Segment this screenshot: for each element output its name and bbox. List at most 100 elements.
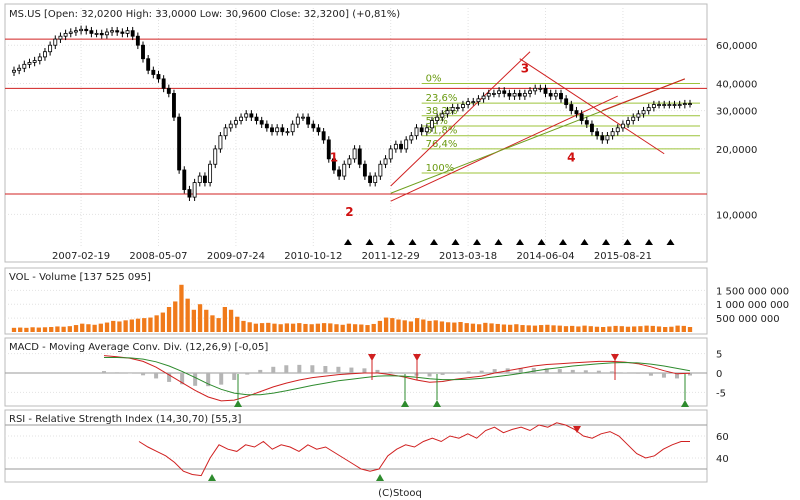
candle-body [450, 107, 455, 112]
price-y-tick-label: 40,0000 [716, 79, 757, 90]
volume-bar [42, 327, 48, 332]
macd-sell-marker [611, 354, 619, 361]
candle-body [326, 139, 331, 160]
candle-body [182, 169, 187, 190]
volume-bar [557, 325, 562, 332]
macd-histogram-bar [557, 369, 562, 373]
rsi-line [138, 422, 690, 477]
macd-histogram-bar [102, 371, 106, 373]
volume-bar [24, 327, 29, 332]
volume-bar [191, 309, 197, 332]
signal-triangle [645, 239, 653, 245]
macd-histogram-bar [115, 372, 120, 373]
candle-body [275, 127, 280, 133]
volume-bar [86, 324, 91, 332]
candle-body [332, 158, 336, 171]
rsi-y-tick-label: 40 [716, 454, 729, 465]
macd-histogram-bar [206, 373, 211, 387]
signal-triangle [408, 239, 417, 245]
signal-triangle [559, 239, 567, 245]
macd-buy-marker [401, 400, 409, 407]
candle-body [610, 131, 615, 137]
volume-bar [644, 325, 649, 332]
candle-body [166, 87, 171, 94]
volume-bar [104, 322, 110, 332]
candle-body [409, 135, 414, 141]
macd-histogram-bar [544, 368, 549, 373]
candle-body [662, 104, 667, 106]
candle-body [115, 30, 120, 33]
volume-bar [483, 322, 488, 332]
volume-bar [681, 325, 686, 332]
volume-bar [526, 325, 531, 332]
volume-y-tick-label: 1 000 000 000 [716, 300, 789, 311]
volume-bar [235, 316, 240, 332]
rsi-buy-marker [208, 474, 216, 481]
macd-sell-marker [368, 354, 376, 361]
candle-body [688, 103, 692, 106]
candle-body [73, 30, 78, 33]
volume-bar [334, 324, 339, 332]
candle-body [533, 87, 538, 92]
candle-body [636, 113, 641, 118]
volume-bar [297, 323, 302, 332]
volume-bar [545, 324, 550, 332]
macd-histogram-bar [245, 373, 250, 375]
candle-body [218, 135, 223, 150]
macd-y-tick-label: -5 [716, 388, 726, 399]
volume-bar [539, 325, 544, 332]
volume-bar [142, 318, 147, 332]
signal-triangle [387, 239, 395, 245]
macd-histogram-bar [180, 373, 185, 385]
volume-bar [340, 324, 345, 332]
candle-body [620, 123, 625, 129]
candle-body [388, 148, 393, 160]
candle-body [53, 38, 58, 46]
volume-bar [352, 324, 358, 332]
volume-bar [228, 309, 234, 332]
volume-bar [551, 325, 556, 332]
candle-body [228, 123, 233, 129]
volume-bar [123, 320, 128, 332]
rsi-y-axis: 60 40 [716, 432, 729, 465]
volume-bar [421, 319, 426, 332]
volume-bar [594, 326, 600, 332]
volume-bar [197, 304, 203, 332]
macd-histogram-bar [271, 366, 276, 373]
volume-bar [383, 317, 389, 332]
candle-body [362, 163, 367, 177]
candle-body [564, 98, 569, 105]
volume-bar [445, 322, 451, 332]
volume-bar [514, 324, 519, 332]
candle-body [595, 131, 600, 137]
volume-bar [675, 325, 680, 332]
volume-bar [613, 325, 618, 332]
candle-body [373, 175, 378, 183]
volume-y-axis: 1 500 000 000 1 000 000 000 500 000 000 [716, 286, 789, 325]
footer-credit: (C)Stooq [378, 488, 422, 499]
candle-body [615, 127, 620, 133]
candle-body [135, 35, 140, 46]
volume-bar [315, 323, 321, 332]
volume-bar [464, 323, 469, 332]
candle-body [491, 93, 496, 95]
candle-body [471, 101, 476, 104]
macd-histogram-bar [349, 367, 354, 373]
volume-bar [98, 323, 103, 332]
candle-body [290, 123, 295, 133]
volume-bar [179, 284, 184, 332]
candle-body [239, 116, 243, 121]
price-y-tick-label: 10,0000 [716, 210, 757, 221]
candle-body [342, 163, 347, 177]
candle-body [419, 127, 424, 133]
candle-body [37, 56, 42, 61]
volume-bar [588, 326, 593, 332]
candle-body [104, 31, 109, 36]
macd-buy-marker [234, 400, 242, 407]
candle-body [43, 51, 47, 58]
rsi-series-line [138, 422, 690, 477]
candle-body [202, 175, 207, 183]
macd-histogram-bar [596, 370, 601, 373]
macd-histogram-bar [154, 373, 159, 379]
